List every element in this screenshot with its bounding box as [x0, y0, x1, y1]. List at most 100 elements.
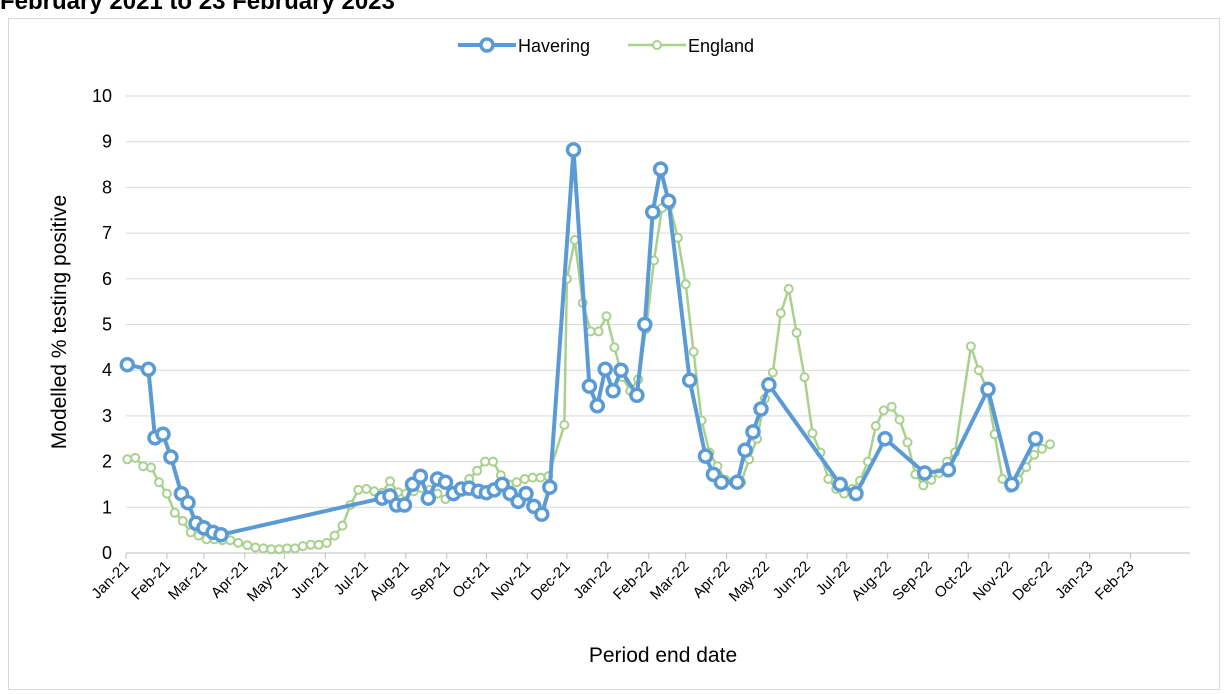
data-point	[519, 474, 530, 484]
data-point	[681, 372, 698, 389]
data-point	[527, 472, 538, 483]
legend-swatch-marker	[652, 40, 662, 50]
x-tick-label: Feb-23	[1092, 558, 1138, 604]
data-point	[1027, 431, 1044, 447]
y-axis-title: Modelled % testing positive	[48, 195, 71, 449]
y-tick-label: 2	[102, 452, 112, 472]
data-point	[807, 428, 818, 439]
data-point	[1004, 476, 1020, 493]
data-point	[761, 377, 777, 393]
x-tick-label: Feb-21	[128, 558, 174, 604]
data-point	[305, 539, 316, 550]
data-point	[791, 327, 802, 338]
data-point	[1029, 449, 1040, 460]
data-point	[396, 497, 413, 513]
data-point	[637, 316, 653, 333]
data-point	[274, 544, 285, 555]
legend-label: England	[688, 36, 754, 56]
data-point	[559, 420, 570, 430]
data-point	[511, 477, 522, 488]
data-point	[290, 543, 300, 554]
data-point	[601, 311, 612, 322]
data-point	[535, 472, 546, 483]
data-point	[823, 474, 834, 484]
y-tick-label: 8	[102, 177, 112, 197]
data-point	[729, 474, 745, 490]
x-tick-label: Mar-22	[647, 558, 693, 604]
x-tick-label: Jun-21	[288, 558, 332, 602]
data-point	[488, 456, 498, 467]
chart-frame	[8, 18, 1220, 690]
data-point	[832, 476, 848, 493]
data-point	[329, 530, 340, 541]
data-point	[581, 378, 598, 394]
x-tick-label: Feb-22	[610, 558, 656, 604]
series-line	[125, 147, 1038, 537]
data-point	[1037, 443, 1048, 454]
data-point	[918, 480, 929, 491]
x-tick-label: Jul-21	[331, 558, 372, 599]
data-point	[412, 468, 429, 484]
data-point	[534, 506, 550, 522]
data-point	[313, 539, 324, 550]
x-tick-label: May-21	[244, 558, 291, 605]
data-point	[155, 426, 171, 442]
x-tick-label: Sep-22	[889, 558, 935, 604]
y-tick-label: 6	[102, 269, 112, 289]
x-tick-label: Dec-21	[528, 558, 574, 604]
data-point	[902, 437, 913, 448]
data-point	[213, 526, 229, 543]
data-point	[420, 490, 437, 506]
data-point	[282, 543, 293, 554]
data-point	[542, 479, 558, 495]
data-point	[518, 485, 534, 502]
data-point	[250, 542, 261, 553]
data-point	[605, 383, 621, 399]
data-point	[385, 476, 395, 487]
data-point	[297, 541, 308, 552]
data-point	[775, 308, 786, 319]
y-tick-label: 3	[102, 406, 112, 426]
data-point	[753, 401, 769, 417]
data-point	[161, 488, 172, 499]
data-point	[1045, 439, 1056, 450]
data-point	[321, 537, 332, 548]
data-point	[177, 516, 188, 526]
y-tick-label: 7	[102, 223, 112, 243]
data-point	[589, 398, 606, 414]
series	[119, 142, 1056, 555]
data-point	[361, 484, 372, 494]
data-point	[877, 431, 893, 447]
data-point	[242, 540, 253, 551]
x-tick-label: Jan-21	[88, 558, 132, 602]
data-point	[973, 365, 984, 376]
data-point	[119, 356, 136, 373]
data-point	[737, 442, 753, 458]
data-point	[680, 279, 691, 290]
data-point	[258, 543, 269, 554]
chart-title: February 2021 to 23 February 2023	[0, 0, 395, 15]
data-point	[494, 476, 510, 493]
legend-item-england: England	[628, 36, 754, 56]
data-point	[437, 474, 454, 490]
data-point	[613, 362, 629, 378]
x-tick-label: Jan-22	[570, 558, 614, 602]
data-point	[745, 424, 761, 440]
data-point	[767, 367, 778, 378]
data-point	[697, 448, 714, 464]
data-point	[688, 346, 699, 357]
x-tick-label: Oct-22	[931, 558, 975, 602]
data-point	[146, 462, 157, 473]
x-axis-title: Period end date	[589, 644, 737, 667]
legend-label: Havering	[518, 36, 590, 56]
data-point	[965, 341, 976, 352]
data-point	[266, 544, 277, 555]
x-tick-label: Jan-23	[1052, 558, 1096, 602]
x-tick-label: Nov-21	[488, 558, 534, 604]
data-point	[480, 456, 491, 467]
x-tick-label: Sep-21	[407, 558, 453, 604]
data-point	[154, 477, 164, 488]
x-tick-label: Aug-22	[848, 558, 894, 604]
data-point	[652, 161, 669, 177]
data-point	[848, 485, 864, 502]
